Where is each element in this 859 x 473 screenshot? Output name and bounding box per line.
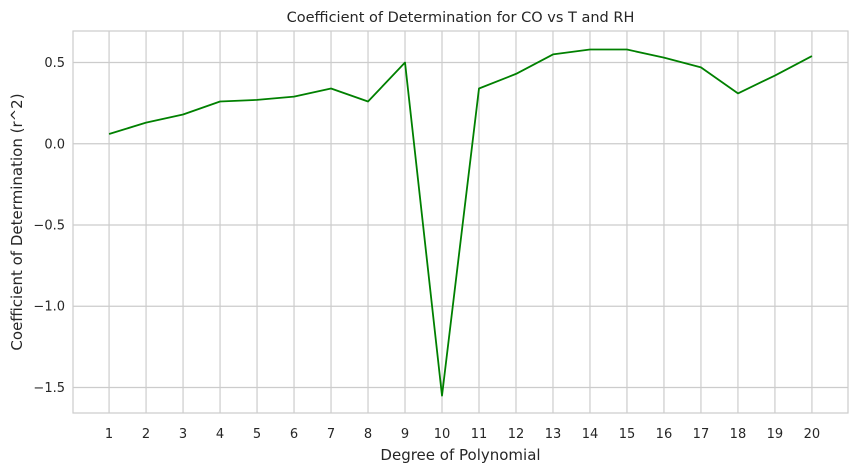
x-tick-label: 10: [434, 427, 451, 442]
x-tick-label: 6: [290, 427, 298, 442]
x-tick-label: 14: [582, 427, 599, 442]
x-tick-label: 5: [253, 427, 261, 442]
y-tick-label: −1.0: [33, 300, 65, 315]
x-tick-label: 20: [804, 427, 821, 442]
x-tick-label: 11: [471, 427, 488, 442]
x-tick-label: 19: [767, 427, 784, 442]
y-tick-labels: 0.5 0.0 −0.5 −1.0 −1.5: [33, 56, 65, 396]
x-tick-label: 12: [508, 427, 525, 442]
x-tick-label: 3: [179, 427, 187, 442]
y-tick-label: 0.0: [44, 137, 65, 152]
x-tick-label: 18: [730, 427, 747, 442]
y-axis-label: Coefficient of Determination (r^2): [8, 93, 26, 350]
series: [108, 48, 813, 397]
x-tick-label: 4: [216, 427, 224, 442]
x-tick-label: 9: [401, 427, 409, 442]
grid: [73, 31, 848, 413]
x-tick-label: 8: [364, 427, 372, 442]
x-tick-label: 16: [656, 427, 673, 442]
x-axis-label: Degree of Polynomial: [380, 446, 540, 464]
series-line: [108, 48, 813, 397]
plot-frame: [72, 30, 849, 414]
y-tick-label: 0.5: [44, 56, 65, 71]
y-tick-label: −1.5: [33, 381, 65, 396]
x-tick-labels: 1 2 3 4 5 6 7 8 9 10 11 12 13 14 15 16 17 18 19 20: [105, 427, 820, 442]
chart-title: Coefficient of Determination for CO vs T…: [287, 10, 635, 26]
x-tick-label: 7: [327, 427, 335, 442]
x-tick-label: 15: [619, 427, 636, 442]
x-tick-label: 1: [105, 427, 113, 442]
x-tick-label: 2: [142, 427, 150, 442]
x-tick-label: 13: [545, 427, 562, 442]
y-tick-label: −0.5: [33, 219, 65, 234]
x-tick-label: 17: [693, 427, 710, 442]
